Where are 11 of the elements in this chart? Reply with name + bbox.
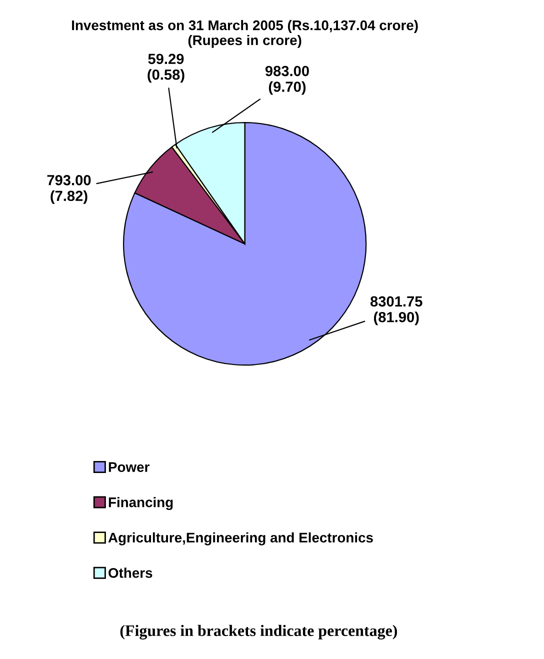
data-label: 59.29 (0.58) [148,54,184,83]
chart-title: Investment as on 31 March 2005 (Rs.10,137.04 crore) (Rupees in crore) [72,20,418,48]
legend-label: Power [108,462,150,472]
data-label: 8301.75 (81.90) [370,296,422,326]
text: (Figures in brackets indicate percentage) [120,624,397,640]
legend-label: Financing [108,497,173,510]
data-label: 983.00 (9.70) [265,66,309,95]
legend-label: Others [108,568,152,578]
pie-slice [122,122,367,366]
data-label: 793.00 (7.82) [47,175,91,204]
legend-label: Agriculture,Engineering and Electronics [108,532,373,546]
